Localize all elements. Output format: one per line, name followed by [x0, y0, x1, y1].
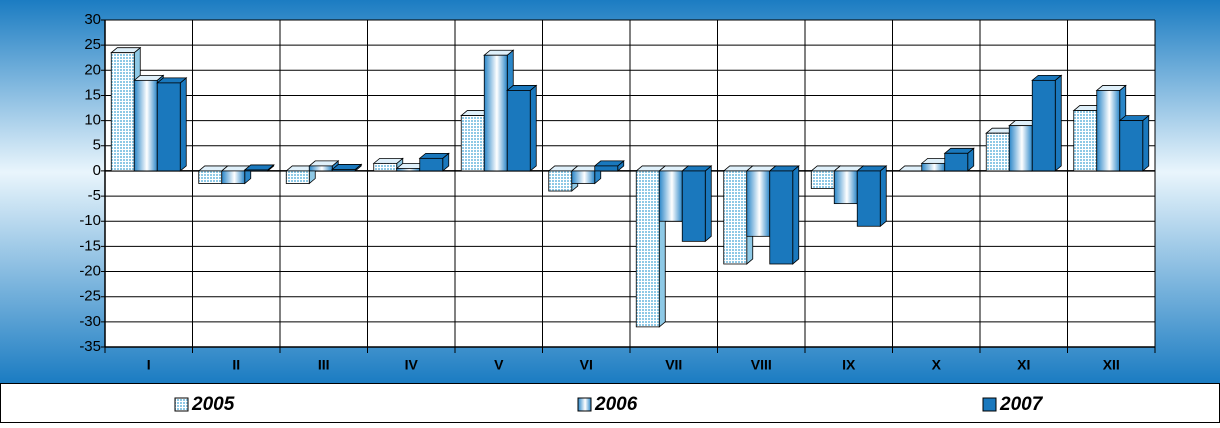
bar	[1031, 79, 1056, 172]
bar	[133, 79, 158, 172]
bar-group	[768, 165, 800, 265]
legend-swatch	[982, 397, 997, 412]
x-tick-label: VI	[580, 357, 593, 373]
y-tick-label: -5	[88, 187, 101, 204]
x-tick-label: I	[147, 357, 151, 373]
y-tick-label: 10	[84, 112, 101, 129]
bar	[244, 169, 269, 172]
x-tick-label: II	[232, 357, 240, 373]
bar-group	[418, 152, 450, 172]
x-tick-label: IX	[842, 357, 856, 373]
bar	[483, 54, 508, 172]
bar-group	[593, 160, 625, 172]
y-tick-label: 30	[84, 11, 101, 28]
bar-group	[331, 163, 363, 172]
y-tick-label: 15	[84, 86, 101, 103]
bar	[571, 170, 596, 184]
bar	[810, 170, 835, 189]
y-tick-label: -25	[79, 288, 101, 305]
bar-group	[372, 157, 404, 172]
bar	[746, 170, 771, 237]
bar	[460, 115, 485, 172]
x-tick-label: VIII	[751, 357, 772, 373]
bar	[506, 90, 531, 172]
legend-label: 2005	[191, 394, 235, 415]
bar	[723, 170, 748, 265]
bar-group	[1118, 114, 1150, 172]
legend-label: 2007	[999, 394, 1044, 415]
bar-side	[179, 77, 187, 172]
y-tick-label: -10	[79, 212, 101, 229]
bar-group	[943, 147, 975, 172]
legend-swatch	[174, 397, 189, 412]
bar	[594, 165, 619, 172]
bar	[373, 162, 398, 172]
bar	[198, 170, 223, 184]
bar-group	[1031, 74, 1063, 172]
bar	[221, 170, 246, 184]
bar	[285, 170, 310, 184]
bar	[944, 152, 969, 172]
y-tick-label: -15	[79, 237, 101, 254]
y-tick-label: 0	[93, 162, 101, 179]
bar-side	[529, 84, 537, 172]
bar-side	[704, 165, 712, 243]
x-tick-label: X	[932, 357, 942, 373]
bar-group	[243, 164, 275, 172]
x-tick-label: XI	[1017, 357, 1030, 373]
bar-group	[681, 165, 713, 243]
bar	[658, 170, 683, 222]
bar	[156, 82, 181, 172]
y-tick-label: -30	[79, 313, 101, 330]
bar	[921, 162, 946, 172]
y-tick-label: 5	[93, 137, 101, 154]
bar	[110, 52, 135, 172]
bar-side	[879, 165, 887, 228]
y-tick-label: -20	[79, 263, 101, 280]
bar	[1119, 120, 1144, 172]
bar	[985, 132, 1010, 172]
bar-group	[308, 160, 340, 172]
x-tick-label: III	[318, 357, 330, 373]
legend-box	[0, 383, 1220, 423]
bar	[769, 170, 794, 265]
bar-side	[792, 165, 800, 265]
bar	[635, 170, 660, 328]
bar	[419, 157, 444, 172]
x-tick-label: V	[494, 357, 504, 373]
bar	[1008, 125, 1033, 172]
x-tick-label: IV	[405, 357, 419, 373]
bar	[548, 170, 573, 192]
bar	[681, 170, 706, 242]
bar-group	[506, 84, 538, 172]
legend-label: 2006	[594, 394, 638, 415]
bar-side	[1054, 74, 1062, 172]
bar	[856, 170, 881, 227]
x-tick-label: VII	[665, 357, 682, 373]
bar	[396, 168, 421, 172]
bar-group	[156, 77, 188, 172]
legend-swatch	[577, 397, 592, 412]
bar	[308, 165, 333, 172]
bar	[833, 170, 858, 205]
bar-side	[1142, 114, 1150, 172]
bar-group	[856, 165, 888, 228]
y-tick-label: 20	[84, 61, 101, 78]
x-tick-label: XII	[1103, 357, 1120, 373]
y-tick-label: 25	[84, 36, 101, 53]
bar	[331, 169, 356, 172]
y-tick-label: -35	[79, 338, 101, 355]
bar	[1096, 90, 1121, 172]
bar	[1073, 110, 1098, 172]
